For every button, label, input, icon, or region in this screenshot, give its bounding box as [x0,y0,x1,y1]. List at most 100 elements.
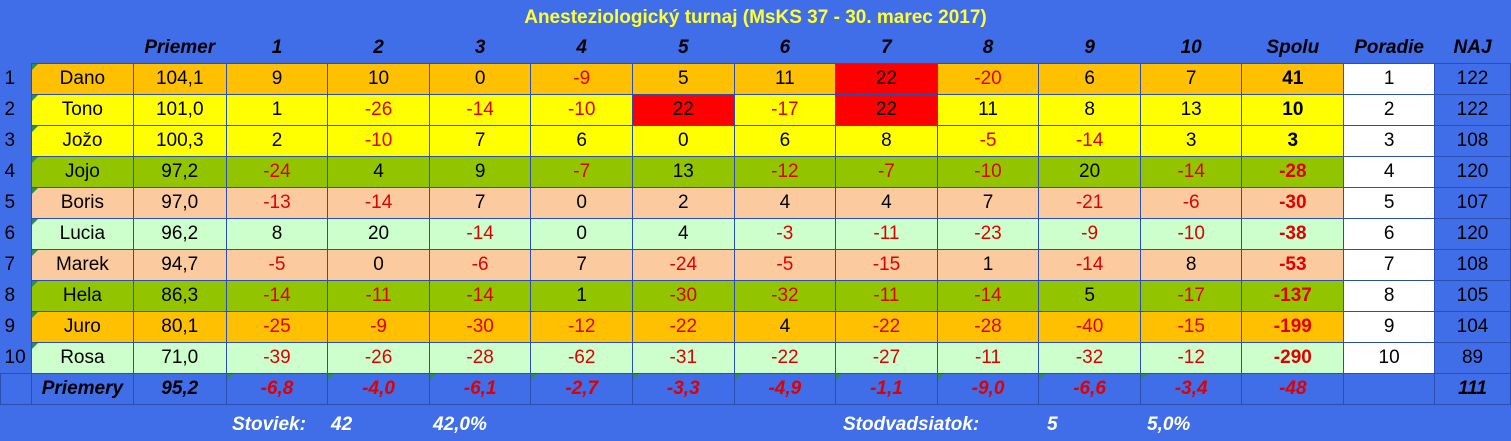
score-cell[interactable]: 10 [327,63,430,95]
score-cell[interactable]: 8 [1038,94,1141,126]
score-cell[interactable]: 13 [1139,94,1243,126]
total-cell[interactable]: -53 [1241,249,1345,281]
score-cell[interactable]: 13 [632,156,735,188]
total-cell[interactable]: 10 [1241,94,1345,126]
score-cell[interactable]: -13 [225,187,329,219]
rank-cell[interactable]: 4 [1343,156,1436,188]
score-cell[interactable]: -31 [632,342,735,374]
player-average-cell[interactable]: 86,3 [132,280,227,312]
score-cell[interactable]: -12 [1139,342,1243,374]
round-average-cell[interactable]: -4,9 [733,373,837,405]
score-cell[interactable]: -10 [936,156,1040,188]
score-cell[interactable]: 0 [632,125,735,157]
score-cell[interactable]: -30 [428,311,532,343]
total-cell[interactable]: -137 [1241,280,1345,312]
score-cell[interactable]: -24 [225,156,329,188]
player-average-cell[interactable]: 100,3 [132,125,227,157]
round-average-cell[interactable]: -3,3 [632,373,735,405]
score-cell[interactable]: -21 [1038,187,1141,219]
player-average-cell[interactable]: 80,1 [132,311,227,343]
player-average-cell[interactable]: 96,2 [132,218,227,250]
score-cell[interactable]: -28 [936,311,1040,343]
score-cell[interactable]: -14 [1038,249,1141,281]
score-cell[interactable]: -12 [733,156,837,188]
score-cell[interactable]: 5 [632,63,735,95]
score-cell[interactable]: 22 [835,94,938,126]
averages-overall[interactable]: 95,2 [132,373,227,405]
round-average-cell[interactable]: -2,7 [530,373,633,405]
score-cell[interactable]: 9 [428,156,532,188]
score-cell[interactable]: 1 [936,249,1040,281]
player-name-cell[interactable]: Jožo [30,125,134,157]
total-cell[interactable]: -199 [1241,311,1345,343]
best-score-cell[interactable]: 105 [1434,280,1511,312]
total-cell[interactable]: -28 [1241,156,1345,188]
score-cell[interactable]: 7 [428,187,532,219]
player-average-cell[interactable]: 104,1 [132,63,227,95]
total-cell[interactable]: 3 [1241,125,1345,157]
score-cell[interactable]: -15 [835,249,938,281]
score-cell[interactable]: 7 [1139,63,1243,95]
score-cell[interactable]: -6 [1139,187,1243,219]
score-cell[interactable]: -17 [1139,280,1243,312]
score-cell[interactable]: 2 [225,125,329,157]
score-cell[interactable]: -22 [632,311,735,343]
score-cell[interactable]: -26 [327,342,430,374]
score-cell[interactable]: -15 [1139,311,1243,343]
score-cell[interactable]: -10 [327,125,430,157]
score-cell[interactable]: -11 [835,280,938,312]
score-cell[interactable]: -5 [225,249,329,281]
score-cell[interactable]: 4 [835,187,938,219]
score-cell[interactable]: -11 [835,218,938,250]
best-score-cell[interactable]: 122 [1434,63,1511,95]
averages-rank[interactable] [1343,373,1436,405]
score-cell[interactable]: 1 [530,280,633,312]
score-cell[interactable]: 0 [530,187,633,219]
round-average-cell[interactable]: -9,0 [936,373,1040,405]
score-cell[interactable]: 20 [1038,156,1141,188]
best-score-cell[interactable]: 104 [1434,311,1511,343]
score-cell[interactable]: -32 [733,280,837,312]
best-score-cell[interactable]: 122 [1434,94,1511,126]
score-cell[interactable]: 8 [225,218,329,250]
score-cell[interactable]: 4 [733,187,837,219]
total-cell[interactable]: -290 [1241,342,1345,374]
rank-cell[interactable]: 5 [1343,187,1436,219]
score-cell[interactable]: 4 [733,311,837,343]
score-cell[interactable]: 4 [632,218,735,250]
score-cell[interactable]: -14 [428,280,532,312]
round-average-cell[interactable]: -6,8 [225,373,329,405]
score-cell[interactable]: -11 [936,342,1040,374]
score-cell[interactable]: -5 [936,125,1040,157]
score-cell[interactable]: 2 [632,187,735,219]
score-cell[interactable]: -11 [327,280,430,312]
averages-total[interactable]: -48 [1241,373,1345,405]
round-average-cell[interactable]: -4,0 [327,373,430,405]
player-average-cell[interactable]: 71,0 [132,342,227,374]
score-cell[interactable]: -39 [225,342,329,374]
best-score-cell[interactable]: 107 [1434,187,1511,219]
score-cell[interactable]: 0 [327,249,430,281]
player-name-cell[interactable]: Dano [30,63,134,95]
rank-cell[interactable]: 10 [1343,342,1436,374]
score-cell[interactable]: -7 [835,156,938,188]
player-name-cell[interactable]: Hela [30,280,134,312]
player-average-cell[interactable]: 94,7 [132,249,227,281]
score-cell[interactable]: 8 [835,125,938,157]
score-cell[interactable]: -22 [733,342,837,374]
score-cell[interactable]: 22 [835,63,938,95]
player-name-cell[interactable]: Juro [30,311,134,343]
score-cell[interactable]: 1 [225,94,329,126]
score-cell[interactable]: 11 [733,63,837,95]
best-score-cell[interactable]: 120 [1434,218,1511,250]
score-cell[interactable]: -62 [530,342,633,374]
round-average-cell[interactable]: -3,4 [1139,373,1243,405]
score-cell[interactable]: -24 [632,249,735,281]
rank-cell[interactable]: 2 [1343,94,1436,126]
score-cell[interactable]: -27 [835,342,938,374]
player-name-cell[interactable]: Rosa [30,342,134,374]
player-name-cell[interactable]: Tono [30,94,134,126]
score-cell[interactable]: -14 [936,280,1040,312]
score-cell[interactable]: -9 [327,311,430,343]
player-average-cell[interactable]: 101,0 [132,94,227,126]
